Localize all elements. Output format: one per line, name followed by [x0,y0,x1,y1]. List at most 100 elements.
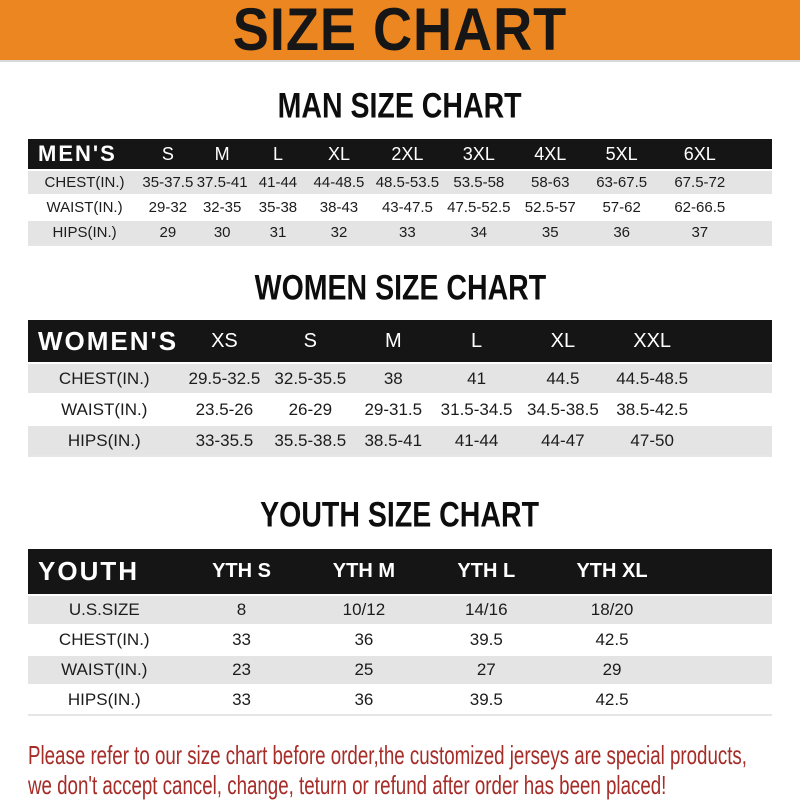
row-label: WAIST(IN.) [61,660,148,679]
mens-size-column-header: L [272,143,283,164]
size-value: 33 [232,690,251,709]
size-value: 63-67.5 [596,174,648,191]
youth-size-column-header: YTH S [212,560,271,582]
womens-table-row: WAIST(IN.) 23.5-26 26-29 29-31.5 31.5-34.5 34… [28,395,772,424]
size-value: 38.5-41 [364,430,423,450]
size-value: 32 [330,224,348,241]
mens-table-row: WAIST(IN.) 29-32 32-35 35-38 38-43 43-47.5 47.… [28,196,772,219]
size-value: 31 [269,224,287,241]
size-value: 35-37.5 [142,174,194,191]
size-value: 29 [159,224,177,241]
size-value: 57-62 [602,199,641,216]
mens-size-column-header: 5XL [605,143,638,164]
size-value: 29-31.5 [364,399,423,419]
size-value: 42.5 [595,690,629,709]
women-heading: WOMEN SIZE CHART [0,267,800,308]
mens-size-column-header: 3XL [462,143,495,164]
womens-size-column-header: XS [211,329,238,352]
womens-table-header-row: WOMEN'S XS S M L XL XXL [28,320,772,362]
mens-group-label: MEN'S [38,141,117,166]
men-heading: MAN SIZE CHART [0,85,800,126]
size-value: 41-44 [454,430,499,450]
footer-line-1: Please refer to our size chart before or… [28,740,747,770]
size-value: 33-35.5 [195,430,254,450]
youth-heading-text: YOUTH SIZE CHART [260,494,540,535]
youth-table-row: CHEST(IN.) 33 36 39.5 42.5 [28,626,772,654]
size-value: 36 [354,630,374,649]
mens-size-column-header: S [161,143,174,164]
youth-size-column-header: YTH M [332,560,396,582]
size-value: 48.5-53.5 [375,174,440,191]
size-value: 29 [602,660,622,679]
womens-size-column-header: M [384,329,402,352]
womens-table-row: HIPS(IN.) 33-35.5 35.5-38.5 38.5-41 41-44 44-… [28,426,772,455]
size-value: 29-32 [148,199,188,216]
size-value: 67.5-72 [674,174,726,191]
row-label: WAIST(IN.) [46,199,123,216]
size-value: 35-38 [258,199,298,216]
men-size-table: MEN'S S M L XL 2XL 3XL 4XL 5XL 6XL CHEST(IN.) 35-37… [28,139,772,246]
size-value: 23 [232,660,251,679]
women-size-table: WOMEN'S XS S M L XL XXL CHEST(IN.) 29.5-32.5 32.5… [28,320,772,457]
size-value: 18/20 [590,600,634,619]
size-value: 39.5 [469,630,503,649]
womens-table-row: CHEST(IN.) 29.5-32.5 32.5-35.5 38 41 44.5 44.5… [28,364,772,393]
size-value: 47.5-52.5 [447,199,511,216]
size-value: 38-43 [319,199,359,216]
size-value: 41 [467,368,487,388]
mens-size-column-header: 6XL [683,143,716,164]
womens-size-column-header: L [471,329,483,352]
size-value: 10/12 [342,600,386,619]
row-label: CHEST(IN.) [58,368,150,388]
size-value: 53.5-58 [453,174,505,191]
size-value: 37 [691,224,709,241]
size-value: 62-66.5 [674,199,726,216]
mens-size-column-header: M [214,143,230,164]
mens-table-row: CHEST(IN.) 35-37.5 37.5-41 41-44 44-48.5 48.5… [28,171,772,194]
size-value: 34 [470,224,488,241]
youth-size-column-header: YTH XL [576,560,648,582]
row-label: CHEST(IN.) [58,630,150,649]
size-value: 36 [354,690,374,709]
mens-size-column-header: 2XL [391,143,424,164]
size-value: 23.5-26 [195,399,254,419]
size-value: 31.5-34.5 [440,399,513,419]
size-value: 32-35 [202,199,242,216]
womens-size-column-header: XL [550,329,576,352]
banner-title: SIZE CHART [232,0,568,64]
youth-table-row: U.S.SIZE 8 10/12 14/16 18/20 [28,596,772,624]
women-section: WOMEN SIZE CHART WOMEN'S XS S M L XL XXL CHEST(… [0,267,800,457]
size-value: 41-44 [258,174,298,191]
size-value: 44.5-48.5 [616,368,689,388]
row-label: HIPS(IN.) [67,430,141,450]
youth-table-row: HIPS(IN.) 33 36 39.5 42.5 [28,686,772,714]
men-heading-text: MAN SIZE CHART [277,85,523,126]
women-heading-text: WOMEN SIZE CHART [254,267,546,308]
mens-size-column-header: XL [327,143,350,164]
womens-size-column-header: S [303,329,317,352]
row-label: HIPS(IN.) [52,224,117,241]
youth-heading: YOUTH SIZE CHART [0,494,800,535]
size-value: 14/16 [465,600,508,619]
size-value: 8 [236,600,247,619]
size-value: 42.5 [595,630,629,649]
size-value: 44-48.5 [313,174,365,191]
banner: SIZE CHART [0,0,800,64]
row-label: U.S.SIZE [68,600,140,619]
size-value: 44.5 [546,368,580,388]
youth-group-label: YOUTH [38,556,139,586]
youth-table-header-row: YOUTH YTH S YTH M YTH L YTH XL [28,549,772,594]
youth-section: YOUTH SIZE CHART YOUTH YTH S YTH M YTH L YTH… [0,494,800,716]
mens-table-row: HIPS(IN.) 29 30 31 32 33 34 35 36 37 [28,221,772,244]
womens-size-column-header: XXL [633,329,672,352]
size-value: 33 [232,630,251,649]
size-value: 39.5 [469,690,503,709]
size-value: 44-47 [541,430,585,450]
size-value: 38.5-42.5 [616,399,689,419]
size-value: 43-47.5 [381,199,433,216]
row-label: WAIST(IN.) [61,399,148,419]
size-value: 47-50 [630,430,674,450]
size-value: 26-29 [288,399,333,419]
men-section: MAN SIZE CHART MEN'S S M L XL 2XL 3XL 4XL 5XL 6XL… [0,85,800,246]
size-value: 29.5-32.5 [188,368,261,388]
